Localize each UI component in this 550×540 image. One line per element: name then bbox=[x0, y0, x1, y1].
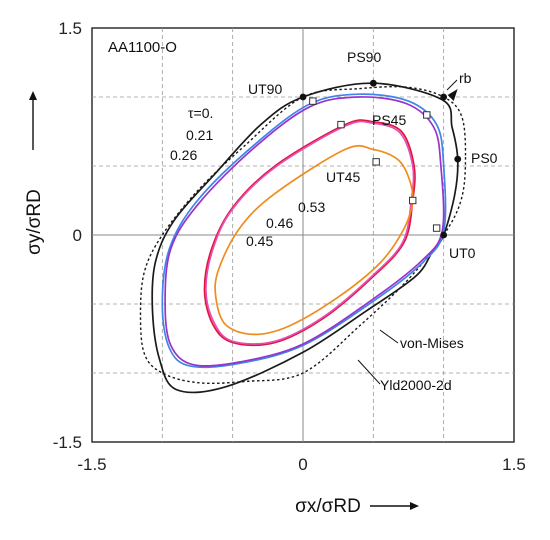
label-tau026: 0.26 bbox=[170, 147, 197, 163]
series-yld2000 bbox=[151, 82, 459, 394]
yld2000-leader bbox=[357, 359, 381, 385]
series-tau026 bbox=[164, 96, 445, 367]
label-ps45: PS45 bbox=[372, 112, 406, 128]
marker-ut45 bbox=[372, 158, 380, 166]
label-vonmises: von-Mises bbox=[400, 335, 464, 351]
series-layer bbox=[139, 82, 467, 394]
x-tick-label-min: -1.5 bbox=[77, 455, 106, 474]
label-ut0: UT0 bbox=[449, 245, 476, 261]
label-tau045: 0.45 bbox=[246, 233, 273, 249]
marker-ps90 bbox=[369, 79, 377, 87]
label-ps90: PS90 bbox=[347, 49, 381, 65]
rb-direction-arrow bbox=[447, 89, 458, 101]
label-ps0: PS0 bbox=[471, 150, 498, 166]
label-tau046: 0.46 bbox=[266, 215, 293, 231]
marker-ps45 bbox=[337, 120, 345, 129]
marker-ut90 bbox=[299, 93, 307, 101]
marker-unlabeled bbox=[423, 111, 431, 119]
label-rb: rb bbox=[459, 70, 472, 86]
series-vonmises bbox=[139, 85, 467, 385]
label-ut90: UT90 bbox=[248, 81, 282, 97]
marker-unlabeled bbox=[432, 224, 441, 232]
y-tick-label-max: 1.5 bbox=[58, 19, 82, 38]
chart-title: AA1100-O bbox=[108, 39, 177, 56]
marker-unlabeled bbox=[409, 196, 417, 205]
series-tau046 bbox=[203, 119, 416, 347]
x-tick-label-max: 1.5 bbox=[502, 455, 526, 474]
x-axis-label: σx/σRD bbox=[295, 496, 361, 517]
series-tau045 bbox=[205, 120, 415, 345]
marker-layer bbox=[299, 79, 462, 239]
label-tau053: 0.53 bbox=[298, 199, 325, 215]
marker-unlabeled bbox=[309, 97, 317, 105]
x-axis-arrow-head bbox=[410, 502, 419, 510]
y-tick-label-zero: 0 bbox=[73, 226, 82, 245]
label-tau0: τ=0. bbox=[188, 105, 213, 121]
vonmises-leader bbox=[379, 329, 399, 344]
marker-ut0 bbox=[440, 231, 448, 239]
series-tau053 bbox=[214, 144, 414, 336]
label-ut45: UT45 bbox=[326, 169, 360, 185]
x-tick-label-zero: 0 bbox=[298, 455, 307, 474]
label-tau021: 0.21 bbox=[186, 127, 213, 143]
y-axis-label: σy/σRD bbox=[24, 189, 45, 255]
y-tick-label-min: -1.5 bbox=[53, 433, 82, 452]
rb-leader bbox=[446, 79, 458, 91]
marker-ps0 bbox=[454, 155, 462, 163]
series-tau021 bbox=[161, 93, 447, 369]
label-yld2000: Yld2000-2d bbox=[380, 377, 452, 393]
y-axis-arrow-head bbox=[29, 91, 37, 100]
marker-rb bbox=[440, 93, 448, 101]
